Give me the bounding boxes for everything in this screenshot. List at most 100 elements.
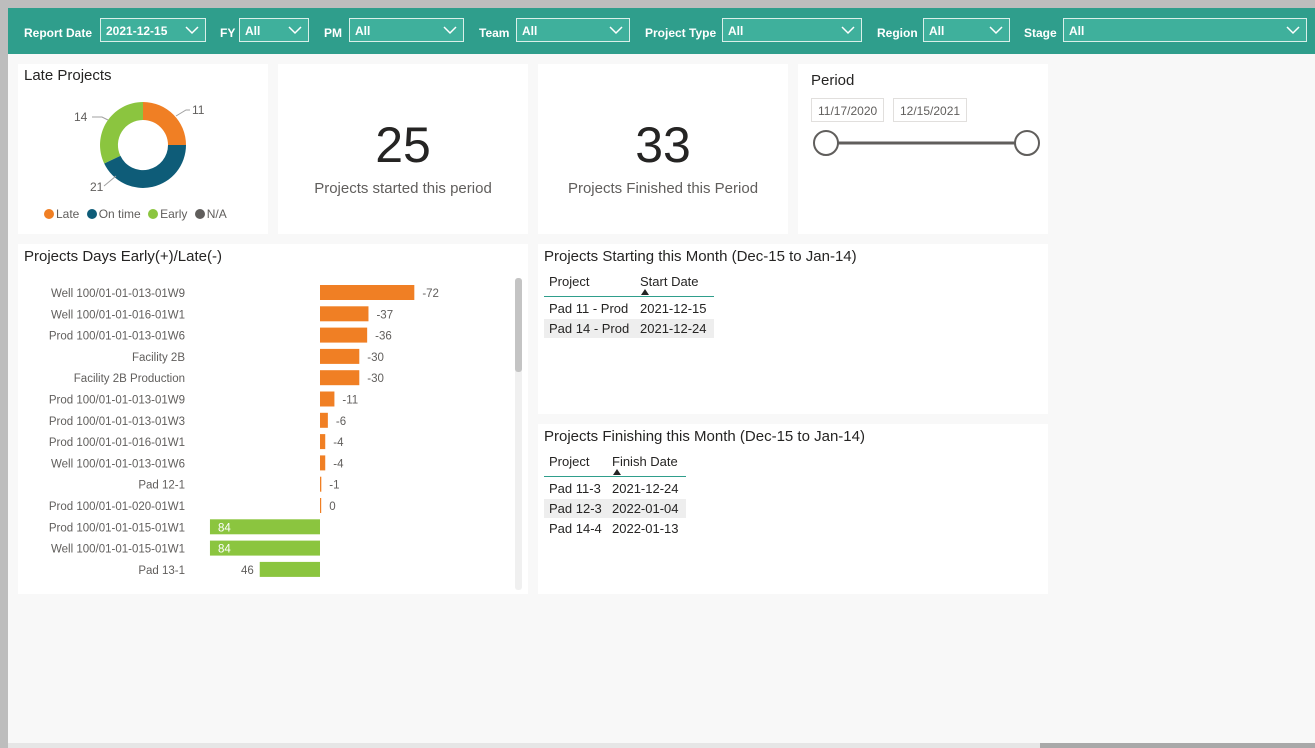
fy-dropdown[interactable]: All: [239, 18, 309, 42]
data-label: 0: [329, 501, 335, 513]
legend-dot-na: [194, 209, 205, 219]
window-top-border: [0, 0, 1315, 8]
bar[interactable]: [320, 370, 360, 386]
bar[interactable]: [320, 348, 360, 364]
category-label: Facility 2B Production: [74, 373, 185, 385]
fy-value: All: [245, 24, 261, 38]
finishing-row-1-project: Pad 11-3: [549, 481, 601, 496]
days-early-late-card[interactable]: Projects Days Early(+)/Late(-) Well 100/…: [18, 244, 528, 594]
sort-ascending-icon: [641, 289, 649, 295]
late-projects-donut-chart: 11 14 21: [74, 102, 205, 194]
bar[interactable]: [320, 391, 335, 407]
period-start-date-input[interactable]: 11/17/2020: [811, 98, 885, 122]
data-label: 84: [218, 522, 231, 534]
period-slicer-card: Period 11/17/2020 12/15/2021: [798, 64, 1048, 234]
legend-item-late[interactable]: Late: [44, 207, 79, 221]
project-type-dropdown[interactable]: All: [722, 18, 862, 42]
finishing-row-2-project: Pad 12-3: [549, 501, 602, 516]
pm-value: All: [355, 24, 371, 38]
projects-started-card[interactable]: 25 Projects started this period: [278, 64, 528, 234]
chevron-down-icon: [609, 26, 623, 35]
pm-dropdown[interactable]: All: [349, 18, 464, 42]
filter-label-fy: FY: [220, 26, 236, 40]
period-range-slider[interactable]: [798, 124, 1048, 164]
late-projects-card[interactable]: Late Projects 11 14 21 Late On time Earl…: [18, 64, 268, 234]
stage-value: All: [1069, 24, 1085, 38]
filter-label-team: Team: [479, 26, 510, 40]
col-header-project[interactable]: Project: [549, 454, 590, 469]
bar[interactable]: [320, 476, 322, 492]
data-label: 46: [241, 565, 254, 577]
chevron-down-icon: [288, 26, 302, 35]
col-header-start-date[interactable]: Start Date: [640, 274, 699, 289]
bar[interactable]: [209, 519, 320, 535]
days-early-late-bar-chart: Well 100/01-01-013-01W9 -72 Well 100/01-01…: [49, 285, 439, 577]
chevron-down-icon: [443, 26, 457, 35]
donut-label-early: 14: [74, 110, 88, 124]
legend-item-na[interactable]: N/A: [194, 207, 227, 221]
category-label: Well 100/01-01-016-01W1: [51, 309, 185, 321]
data-label: -4: [333, 437, 344, 449]
legend-label-on-time: On time: [98, 207, 141, 221]
region-dropdown[interactable]: All: [923, 18, 1010, 42]
category-label: Well 100/01-01-013-01W6: [51, 458, 185, 470]
bar[interactable]: [320, 285, 415, 300]
projects-starting-card[interactable]: Projects Starting this Month (Dec-15 to …: [538, 244, 1048, 414]
project-type-value: All: [728, 24, 744, 38]
header-divider: [544, 476, 686, 477]
category-label: Well 100/01-01-015-01W1: [51, 544, 185, 556]
days-early-late-title: Projects Days Early(+)/Late(-): [24, 248, 222, 265]
category-label: Pad 12-1: [138, 480, 185, 492]
bar[interactable]: [320, 455, 326, 471]
bar[interactable]: [320, 434, 326, 450]
legend-item-early[interactable]: Early: [148, 207, 187, 221]
category-label: Pad 13-1: [138, 565, 185, 577]
chevron-down-icon: [185, 26, 199, 35]
bar[interactable]: [320, 498, 322, 513]
filter-label-report-date: Report Date: [24, 26, 93, 40]
bar[interactable]: [209, 540, 320, 556]
donut-slice-late[interactable]: [143, 102, 186, 145]
period-end-date-input[interactable]: 12/15/2021: [893, 98, 968, 122]
projects-starting-title: Projects Starting this Month (Dec-15 to …: [544, 248, 857, 265]
slider-end-handle[interactable]: [1014, 130, 1040, 156]
data-label: -6: [336, 416, 346, 428]
chevron-down-icon: [989, 26, 1003, 35]
projects-finishing-card[interactable]: Projects Finishing this Month (Dec-15 to…: [538, 424, 1048, 594]
col-header-finish-date[interactable]: Finish Date: [612, 454, 678, 469]
stage-dropdown[interactable]: All: [1063, 18, 1307, 42]
filter-bar: Report Date 2021-12-15 FY All PM All Tea…: [8, 8, 1315, 54]
donut-label-late: 11: [192, 103, 205, 117]
filter-label-pm: PM: [324, 26, 342, 40]
legend-dot-late: [44, 209, 54, 219]
category-label: Prod 100/01-01-013-01W6: [49, 331, 185, 343]
projects-finishing-title: Projects Finishing this Month (Dec-15 to…: [544, 428, 865, 445]
data-label: -11: [342, 395, 358, 407]
team-dropdown[interactable]: All: [516, 18, 630, 42]
bar[interactable]: [320, 306, 369, 322]
legend-item-on-time[interactable]: On time: [86, 207, 141, 221]
donut-slice-on-time[interactable]: [104, 145, 186, 188]
col-header-project[interactable]: Project: [549, 274, 590, 289]
category-label: Facility 2B: [132, 352, 185, 364]
legend-dot-on-time: [86, 209, 97, 219]
bar[interactable]: [320, 412, 328, 428]
bar[interactable]: [320, 327, 368, 343]
slider-start-handle[interactable]: [813, 130, 839, 156]
projects-finished-card[interactable]: 33 Projects Finished this Period: [538, 64, 788, 234]
bar[interactable]: [259, 561, 320, 577]
finishing-row-3-project: Pad 14-4: [549, 521, 602, 536]
finishing-row-2-date: 2022-01-04: [612, 501, 679, 516]
vertical-scrollbar-thumb[interactable]: [515, 278, 522, 372]
projects-finished-label: Projects Finished this Period: [567, 180, 759, 197]
report-date-dropdown[interactable]: 2021-12-15: [100, 18, 206, 42]
region-value: All: [929, 24, 945, 38]
horizontal-scroll-track: [8, 743, 1315, 748]
leader-line-on-time: [103, 175, 117, 187]
donut-slice-early[interactable]: [100, 102, 143, 164]
leader-line-late: [175, 109, 190, 117]
legend-label-early: Early: [160, 207, 188, 221]
starting-row-2-project: Pad 14 - Prod: [549, 321, 630, 336]
data-label: -37: [376, 309, 393, 321]
horizontal-scrollbar-thumb[interactable]: [1040, 743, 1315, 748]
